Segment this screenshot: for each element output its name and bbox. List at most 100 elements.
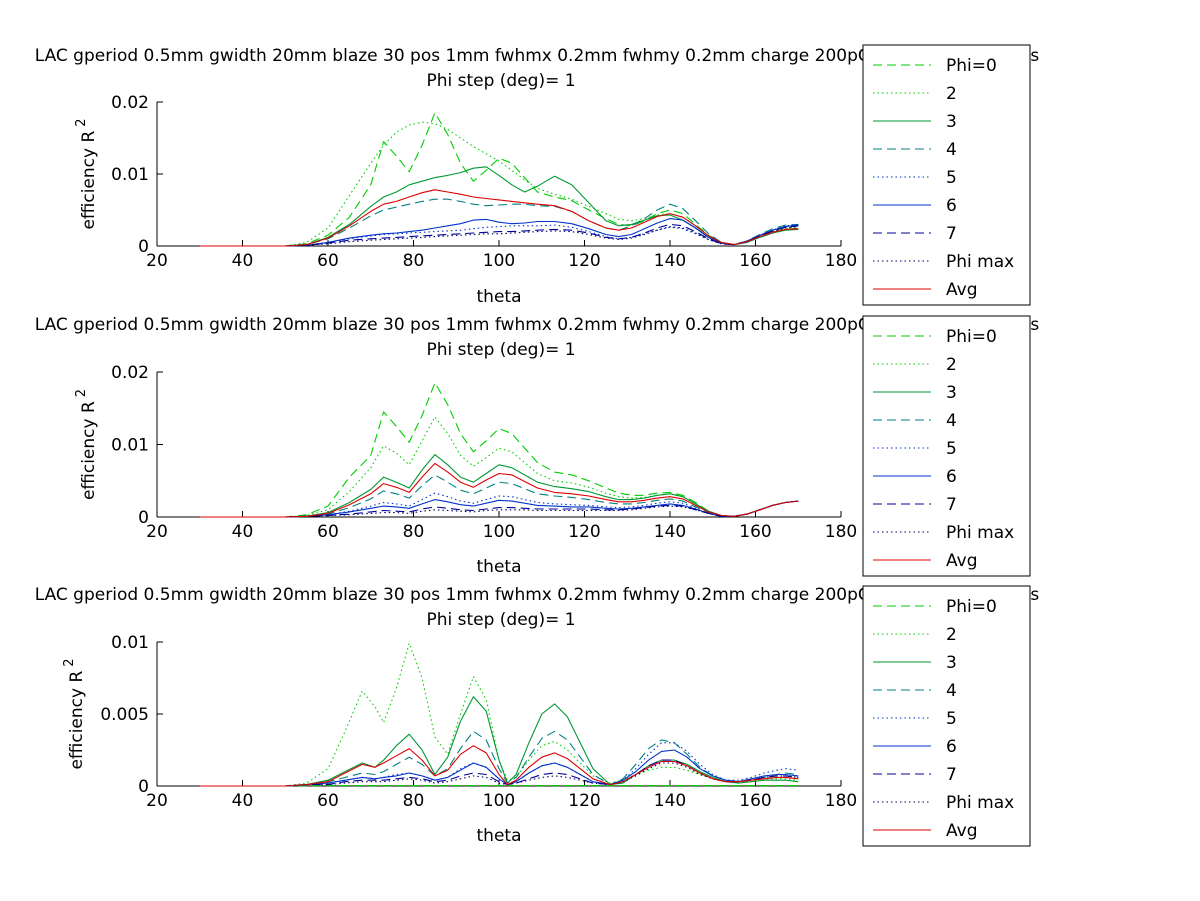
x-tick-label: 160 <box>739 251 771 271</box>
series-line-6 <box>199 749 799 787</box>
x-tick-label: 60 <box>317 791 339 811</box>
x-tick-label: 180 <box>825 251 857 271</box>
x-tick-label: 20 <box>146 251 168 271</box>
x-tick-label: 40 <box>232 522 254 542</box>
x-tick-label: 160 <box>739 522 771 542</box>
legend: Phi=0 2 3 4 5 6 7 Phi max Avg <box>862 585 1031 847</box>
x-tick-label: 120 <box>568 791 600 811</box>
legend-label: 4 <box>946 411 957 431</box>
legend-label: 3 <box>946 112 957 132</box>
x-tick-label: 40 <box>232 251 254 271</box>
x-tick-label: 180 <box>825 522 857 542</box>
series-line-2 <box>199 416 799 518</box>
series-group <box>199 642 799 787</box>
x-tick-label: 100 <box>483 522 515 542</box>
x-tick-label: 120 <box>568 251 600 271</box>
legend-label: Phi=0 <box>946 597 997 617</box>
legend-label: 7 <box>946 765 957 785</box>
y-axis-label-superscript: 2 <box>74 118 89 126</box>
legend-label: Avg <box>946 551 978 571</box>
legend-label: 5 <box>946 168 957 188</box>
x-tick-label: 100 <box>483 251 515 271</box>
legend: Phi=0 2 3 4 5 6 7 Phi max Avg <box>862 315 1031 577</box>
legend-label: 6 <box>946 196 957 216</box>
x-tick-label: 80 <box>403 522 425 542</box>
x-tick-label: 60 <box>317 251 339 271</box>
legend-label: 6 <box>946 737 957 757</box>
series-line-7 <box>199 223 799 247</box>
x-tick-label: 100 <box>483 791 515 811</box>
chart-panel-1: 20 40 60 80 100 120 140 160 180 0 0.01 0.02 LAC gper… <box>35 44 1040 307</box>
legend-box <box>862 315 1031 577</box>
x-axis-label: theta <box>477 557 522 577</box>
legend-label: 4 <box>946 681 957 701</box>
y-axis-label-superscript: 2 <box>62 658 77 666</box>
chart-subtitle: Phi step (deg)= 1 <box>426 340 575 360</box>
x-tick-label: 80 <box>403 791 425 811</box>
x-axis-label: theta <box>477 287 522 307</box>
series-line-phi-max <box>199 226 799 247</box>
y-tick-label: 0.005 <box>100 705 149 725</box>
x-axis-label: theta <box>477 826 522 846</box>
chart-subtitle: Phi step (deg)= 1 <box>426 610 575 630</box>
y-tick-label: 0.01 <box>111 633 149 653</box>
y-axis-label-text: efficiency R <box>79 401 99 500</box>
series-line-avg <box>199 189 799 247</box>
series-line-avg <box>199 462 799 518</box>
legend-box <box>862 585 1031 847</box>
y-axis-label-text: efficiency R <box>79 131 99 230</box>
series-line-6 <box>199 218 799 247</box>
y-tick-label: 0.01 <box>111 436 149 456</box>
chart-panel-2: 20 40 60 80 100 120 140 160 180 0 0.01 0.02 LAC gper… <box>35 315 1040 577</box>
series-line-5 <box>199 742 799 787</box>
legend-label: 5 <box>946 709 957 729</box>
chart-title: LAC gperiod 0.5mm gwidth 20mm blaze 30 p… <box>35 46 1040 66</box>
y-axis-label: efficiency R 2 <box>62 658 87 769</box>
x-tick-label: 120 <box>568 522 600 542</box>
legend-label: 7 <box>946 224 957 244</box>
series-line-avg <box>199 745 799 787</box>
y-axis-label-superscript: 2 <box>74 389 89 397</box>
y-axis-label: efficiency R 2 <box>74 118 99 229</box>
legend-label: Phi=0 <box>946 56 997 76</box>
legend-label: Phi max <box>946 793 1014 813</box>
series-group <box>199 112 799 247</box>
x-tick-label: 80 <box>403 251 425 271</box>
legend-label: 5 <box>946 439 957 459</box>
legend-label: 2 <box>946 625 957 645</box>
x-tick-label: 140 <box>654 522 686 542</box>
series-line-3 <box>199 696 799 787</box>
legend-label: Avg <box>946 821 978 841</box>
series-line-5 <box>199 223 799 247</box>
y-tick-label: 0 <box>138 237 149 257</box>
legend-label: 7 <box>946 495 957 515</box>
x-tick-label: 140 <box>654 791 686 811</box>
x-tick-label: 180 <box>825 791 857 811</box>
series-line-phi-max <box>199 762 799 787</box>
series-line-7 <box>199 500 799 518</box>
legend-label: 3 <box>946 383 957 403</box>
legend-label: 3 <box>946 653 957 673</box>
chart-title: LAC gperiod 0.5mm gwidth 20mm blaze 30 p… <box>35 315 1040 335</box>
legend-label: Phi max <box>946 523 1014 543</box>
legend-label: Phi=0 <box>946 327 997 347</box>
x-tick-label: 160 <box>739 791 771 811</box>
x-tick-label: 20 <box>146 522 168 542</box>
y-axis-label: efficiency R 2 <box>74 389 99 500</box>
legend: Phi=0 2 3 4 5 6 7 Phi max Avg <box>862 44 1031 306</box>
y-tick-label: 0 <box>138 777 149 797</box>
legend-label: 6 <box>946 467 957 487</box>
series-line-phi-max <box>199 500 799 518</box>
x-tick-label: 60 <box>317 522 339 542</box>
legend-label: Avg <box>946 280 978 300</box>
series-line-2 <box>199 121 799 247</box>
legend-label: 2 <box>946 355 957 375</box>
x-tick-label: 20 <box>146 791 168 811</box>
y-axis-label-text: efficiency R <box>67 671 87 770</box>
series-group <box>199 382 799 518</box>
series-line-phi-0 <box>199 112 799 247</box>
x-tick-label: 140 <box>654 251 686 271</box>
chart-panel-3: 20 40 60 80 100 120 140 160 180 0 0.005 0.01 LAC gpe… <box>35 585 1039 847</box>
series-line-2 <box>199 642 799 787</box>
